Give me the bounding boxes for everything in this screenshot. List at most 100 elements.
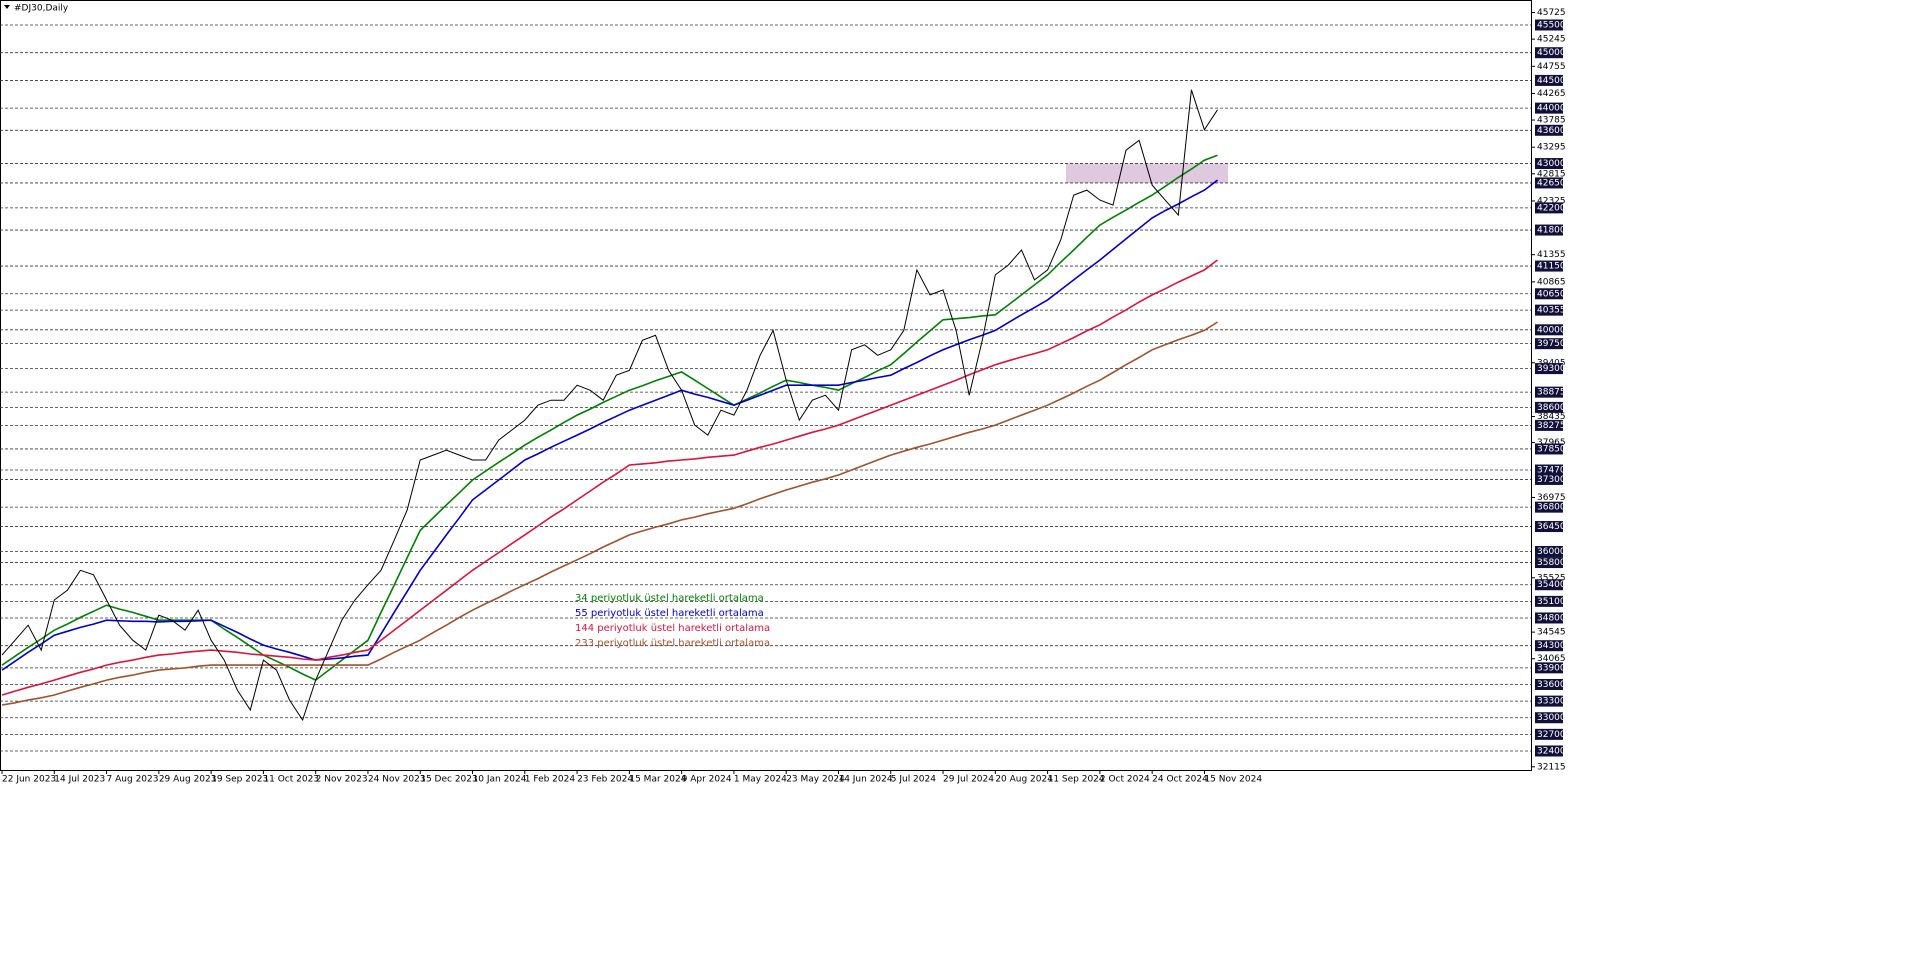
level-label-box (1535, 288, 1563, 300)
level-label: 40355 (1537, 306, 1566, 316)
price-line (1, 89, 1218, 722)
level-label: 43600 (1537, 126, 1566, 136)
level-label: 32400 (1537, 746, 1566, 756)
level-label: 44000 (1537, 104, 1566, 114)
x-tick-label: 7 Aug 2023 (107, 775, 159, 785)
level-label-box (1535, 177, 1563, 189)
x-tick-label: 20 Aug 2024 (995, 775, 1053, 785)
level-label: 41150 (1537, 262, 1566, 272)
level-label: 35100 (1537, 597, 1566, 607)
level-label: 41800 (1537, 226, 1566, 236)
y-tick-label: 43785 (1537, 116, 1566, 126)
level-label: 42200 (1537, 203, 1566, 213)
level-label: 36800 (1537, 503, 1566, 513)
y-tick-label: 38435 (1537, 412, 1566, 422)
ema-line (1, 321, 1218, 706)
ema-line (1, 259, 1218, 696)
level-label: 33900 (1537, 663, 1566, 673)
level-label-box (1535, 612, 1563, 624)
level-label: 33600 (1537, 680, 1566, 690)
x-tick-label: 29 Jul 2024 (943, 775, 994, 785)
x-tick-label: 19 Sep 2023 (211, 775, 268, 785)
y-tick-label: 34065 (1537, 654, 1566, 664)
level-label-box (1535, 579, 1563, 591)
legend-entry: 34 periyotluk üstel hareketli ortalama (575, 593, 764, 604)
y-tick-label: 36975 (1537, 493, 1566, 503)
level-label-box (1535, 260, 1563, 272)
level-label-box (1535, 102, 1563, 114)
level-label-box (1535, 363, 1563, 375)
plot-frame (0, 0, 1532, 771)
x-tick-label: 14 Jul 2023 (54, 775, 105, 785)
y-tick-label: 43295 (1537, 143, 1566, 153)
level-label: 40000 (1537, 325, 1566, 335)
level-label-box (1535, 662, 1563, 674)
level-label: 34300 (1537, 641, 1566, 651)
y-tick-label: 44755 (1537, 62, 1566, 72)
menu-arrow (4, 5, 10, 9)
y-tick-label: 44265 (1537, 89, 1566, 99)
level-label-box (1535, 443, 1563, 455)
y-tick-label: 32115 (1537, 762, 1566, 772)
level-label: 37300 (1537, 475, 1566, 485)
level-label-box (1535, 640, 1563, 652)
x-tick-label: 1 May 2024 (734, 775, 787, 785)
level-label: 38275 (1537, 421, 1566, 431)
chart-title: #DJ30,Daily (14, 4, 69, 14)
y-tick-label: 45725 (1537, 8, 1566, 18)
x-tick-label: 24 Nov 2023 (368, 775, 426, 785)
y-tick-label: 35525 (1537, 573, 1566, 583)
y-tick-label: 40865 (1537, 277, 1566, 287)
level-label: 43000 (1537, 159, 1566, 169)
x-tick-label: 29 Aug 2023 (159, 775, 217, 785)
x-tick-label: 15 Nov 2024 (1204, 775, 1262, 785)
level-label-box (1535, 464, 1563, 476)
level-label-box (1535, 595, 1563, 607)
level-label: 34800 (1537, 613, 1566, 623)
y-tick-label: 42325 (1537, 196, 1566, 206)
level-label: 33300 (1537, 697, 1566, 707)
legend-entry: 144 periyotluk üstel hareketli ortalama (575, 623, 770, 634)
x-tick-label: 15 Mar 2024 (629, 775, 686, 785)
zone (1066, 163, 1228, 183)
level-label: 39750 (1537, 339, 1566, 349)
legend-entry: 233 periyotluk üstel hareketli ortalama (575, 638, 770, 649)
y-tick-label: 42815 (1537, 169, 1566, 179)
x-tick-label: 23 Feb 2024 (577, 775, 633, 785)
x-tick-label: 10 Jan 2024 (473, 775, 527, 785)
y-tick-label: 41355 (1537, 250, 1566, 260)
y-tick-label: 45245 (1537, 35, 1566, 45)
level-label: 39300 (1537, 364, 1566, 374)
level-label-box (1535, 419, 1563, 431)
level-label-box (1535, 745, 1563, 757)
level-label-box (1535, 202, 1563, 214)
level-label: 37470 (1537, 466, 1566, 476)
level-label-box (1535, 304, 1563, 316)
level-label: 38600 (1537, 403, 1566, 413)
level-label: 45500 (1537, 20, 1566, 30)
level-label: 37850 (1537, 444, 1566, 454)
level-label-box (1535, 557, 1563, 569)
level-label: 38875 (1537, 388, 1566, 398)
x-tick-label: 1 Feb 2024 (525, 775, 576, 785)
x-tick-label: 15 Dec 2023 (420, 775, 478, 785)
level-label-box (1535, 473, 1563, 485)
level-label: 42650 (1537, 178, 1566, 188)
level-label: 32700 (1537, 730, 1566, 740)
level-label: 36000 (1537, 547, 1566, 557)
level-label: 44500 (1537, 76, 1566, 86)
level-label-box (1535, 501, 1563, 513)
level-label-box (1535, 47, 1563, 59)
level-label: 35400 (1537, 580, 1566, 590)
level-label-box (1535, 545, 1563, 557)
level-label-box (1535, 324, 1563, 336)
level-label-box (1535, 74, 1563, 86)
level-label-box (1535, 19, 1563, 31)
x-tick-label: 24 Oct 2024 (1152, 775, 1208, 785)
y-tick-label: 37965 (1537, 438, 1566, 448)
x-tick-label: 9 Apr 2024 (682, 775, 732, 785)
level-label-box (1535, 224, 1563, 236)
level-label: 40650 (1537, 289, 1566, 299)
